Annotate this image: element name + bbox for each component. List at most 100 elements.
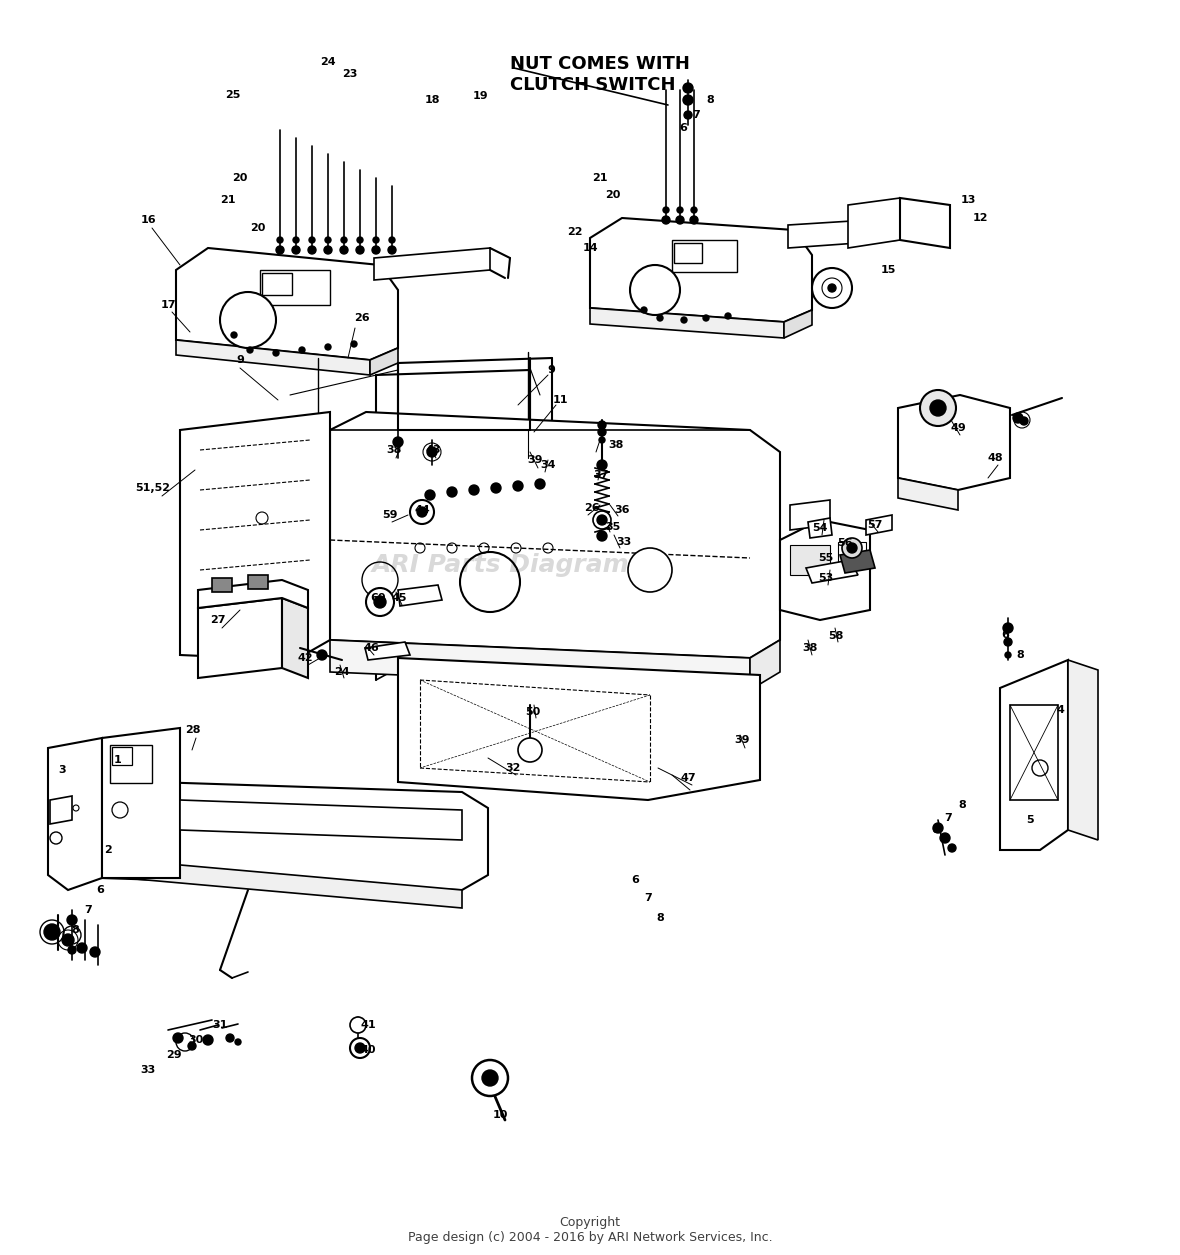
Polygon shape [398, 585, 442, 606]
Text: 55: 55 [819, 553, 833, 563]
Circle shape [324, 344, 332, 350]
Text: 2: 2 [104, 845, 112, 855]
Circle shape [535, 479, 545, 489]
Circle shape [641, 307, 647, 312]
Text: 49: 49 [950, 423, 966, 433]
Text: 6: 6 [678, 123, 687, 133]
Text: 35: 35 [605, 522, 621, 532]
Polygon shape [176, 248, 398, 360]
Circle shape [409, 499, 434, 525]
Circle shape [683, 83, 693, 93]
Text: 20: 20 [605, 190, 621, 200]
Text: 11: 11 [552, 395, 568, 405]
Text: 14: 14 [582, 243, 598, 254]
Circle shape [597, 531, 607, 541]
Text: 23: 23 [342, 69, 358, 79]
Polygon shape [68, 855, 463, 909]
Bar [110, 745, 152, 783]
Text: 22: 22 [568, 227, 583, 237]
Polygon shape [780, 520, 870, 620]
Circle shape [847, 543, 857, 553]
Polygon shape [590, 307, 784, 338]
Text: 39: 39 [527, 456, 543, 466]
Text: 53: 53 [819, 574, 833, 584]
Text: 8: 8 [1016, 650, 1024, 660]
Text: 26: 26 [584, 503, 599, 513]
Circle shape [1004, 638, 1012, 646]
Circle shape [594, 511, 611, 530]
Polygon shape [181, 412, 330, 660]
Text: 6: 6 [931, 825, 939, 835]
Text: 44: 44 [414, 505, 430, 515]
Circle shape [662, 216, 670, 223]
Circle shape [630, 265, 680, 315]
Text: 20: 20 [250, 223, 266, 233]
Circle shape [273, 350, 278, 356]
Polygon shape [900, 198, 950, 248]
Circle shape [676, 216, 684, 223]
Circle shape [1020, 417, 1028, 425]
Text: 58: 58 [828, 631, 844, 641]
Text: 38: 38 [609, 441, 624, 451]
Polygon shape [371, 348, 398, 375]
Text: 6: 6 [96, 885, 104, 895]
Circle shape [317, 650, 327, 660]
Polygon shape [999, 660, 1068, 850]
Polygon shape [898, 395, 1010, 489]
Text: 25: 25 [225, 90, 241, 100]
Polygon shape [374, 248, 490, 280]
Polygon shape [806, 560, 858, 584]
Circle shape [247, 346, 253, 353]
Circle shape [491, 483, 502, 493]
Circle shape [227, 1034, 234, 1042]
Polygon shape [898, 478, 958, 510]
Circle shape [293, 237, 299, 243]
Circle shape [340, 246, 348, 254]
Polygon shape [50, 796, 72, 825]
Text: 57: 57 [867, 520, 883, 530]
Polygon shape [198, 597, 282, 678]
Circle shape [812, 269, 852, 307]
Polygon shape [198, 580, 308, 607]
Text: 1: 1 [114, 756, 122, 766]
Circle shape [425, 489, 435, 499]
Text: 4: 4 [1056, 705, 1064, 715]
Text: 59: 59 [382, 510, 398, 520]
Text: 34: 34 [540, 461, 556, 471]
Text: 33: 33 [616, 537, 631, 547]
Text: 18: 18 [425, 95, 440, 105]
Bar [671, 240, 738, 272]
Circle shape [681, 318, 687, 323]
Circle shape [598, 428, 607, 435]
Circle shape [427, 447, 437, 457]
Text: 7: 7 [84, 905, 92, 915]
Circle shape [389, 237, 395, 243]
Text: 31: 31 [212, 1020, 228, 1030]
Circle shape [308, 246, 316, 254]
Circle shape [683, 95, 693, 105]
Bar [112, 747, 132, 766]
Polygon shape [68, 781, 489, 890]
Circle shape [468, 484, 479, 494]
Circle shape [663, 207, 669, 213]
Circle shape [68, 946, 76, 954]
Text: 54: 54 [812, 523, 827, 533]
Text: 9: 9 [236, 355, 244, 365]
Circle shape [472, 1060, 509, 1096]
Circle shape [188, 1042, 196, 1050]
Circle shape [948, 845, 956, 852]
Circle shape [703, 315, 709, 321]
Text: 27: 27 [210, 615, 225, 625]
Text: 7: 7 [644, 894, 651, 904]
Polygon shape [330, 640, 750, 690]
Text: 13: 13 [961, 195, 976, 205]
Circle shape [173, 1033, 183, 1043]
Text: 17: 17 [160, 300, 176, 310]
Bar [674, 243, 702, 264]
Circle shape [63, 934, 74, 946]
Text: 8: 8 [958, 799, 966, 809]
Circle shape [324, 246, 332, 254]
Circle shape [933, 823, 943, 833]
Text: 38: 38 [386, 446, 401, 456]
Polygon shape [789, 499, 830, 530]
